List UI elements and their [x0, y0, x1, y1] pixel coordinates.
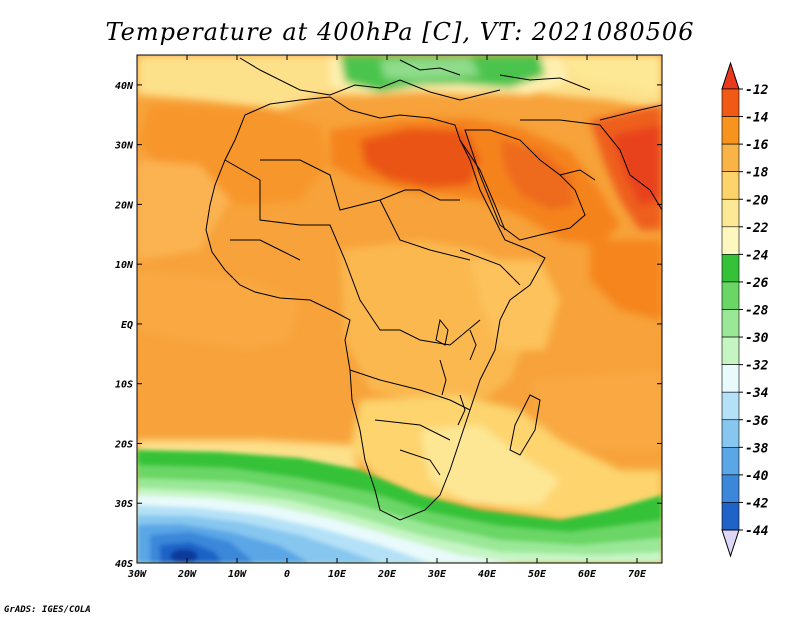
colorbar-label: -22 [745, 221, 769, 236]
colorbar-label: -40 [745, 469, 769, 484]
colorbar-swatch [721, 281, 740, 310]
coastlines [205, 57, 662, 521]
colorbar-label: -12 [745, 83, 769, 98]
y-tick-label: 40N [115, 81, 134, 92]
plot-frame [136, 54, 663, 564]
colorbar-swatch [721, 474, 740, 503]
y-tick-label: 10S [115, 380, 133, 391]
y-tick-label: 30N [114, 141, 134, 152]
y-tick-label: 20S [114, 439, 133, 450]
temperature-field-north [137, 55, 662, 110]
x-tick-label: 50E [528, 569, 547, 580]
y-tick-label: 10N [115, 260, 134, 271]
y-tick-label: EQ [121, 320, 133, 331]
colorbar-swatch [721, 171, 740, 200]
temperature-field-southern-africa [137, 395, 662, 520]
colorbar-swatch [721, 116, 740, 145]
plot-area [137, 55, 662, 563]
colorbar-swatch [721, 254, 740, 283]
colorbar-label: -20 [745, 193, 769, 208]
colorbar-under-triangle [721, 529, 740, 558]
colorbar-over-triangle [721, 61, 740, 90]
x-tick-label: 60E [578, 569, 597, 580]
x-tick-label: 40E [478, 569, 497, 580]
colorbar-label: -28 [745, 304, 769, 319]
colorbar-swatch [721, 226, 740, 255]
colorbar-label: -18 [745, 166, 769, 181]
colorbar-swatch [721, 502, 740, 531]
colorbar-label: -14 [745, 111, 769, 126]
colorbar-swatch [721, 143, 740, 172]
x-tick-label: 20W [177, 569, 197, 580]
temperature-field-warm-core [330, 105, 662, 320]
temperature-field-cold-low [137, 495, 520, 563]
colorbar-label: -42 [745, 496, 769, 511]
colorbar-swatch [721, 88, 740, 117]
colorbar-label: -36 [745, 414, 769, 429]
x-tick-label: 10W [228, 569, 247, 580]
temperature-field-central-africa [340, 240, 662, 450]
y-axis: 40N 30N 20N 10N EQ 10S 20S 30S 40S [114, 81, 662, 570]
footer-credit: GrADS: IGES/COLA [4, 605, 91, 615]
x-tick-label: 30W [127, 569, 147, 580]
y-tick-label: 20N [114, 200, 134, 211]
colorbar-label: -16 [745, 138, 769, 153]
colorbar: -12 -14 -16 -18 -20 -22 -24 -26 -28 -30 -32 -34 -36 -… [721, 61, 769, 558]
colorbar-swatch [721, 336, 740, 365]
colorbar-swatch [721, 309, 740, 338]
colorbar-label: -44 [745, 524, 769, 539]
colorbar-label: -24 [745, 248, 769, 263]
colorbar-label: -30 [745, 331, 769, 346]
x-tick-label: 0 [284, 569, 290, 580]
x-tick-label: 20E [377, 569, 397, 580]
x-tick-label: 10E [328, 569, 347, 580]
colorbar-swatch [721, 419, 740, 448]
colorbar-label: -34 [745, 386, 769, 401]
colorbar-label: -32 [745, 359, 769, 374]
colorbar-label: -38 [745, 441, 769, 456]
x-tick-label: 30E [427, 569, 447, 580]
y-tick-label: 30S [114, 499, 133, 510]
colorbar-label: -26 [745, 276, 769, 291]
x-tick-label: 70E [628, 569, 647, 580]
y-tick-label: 40S [115, 559, 133, 570]
colorbar-swatch [721, 198, 740, 228]
x-axis: 30W 20W 10W 0 10E 20E 30E 40E 50E 60E 70E [127, 55, 647, 580]
colorbar-swatch [721, 447, 740, 476]
temperature-field-west-africa [137, 105, 330, 350]
chart-title: Temperature at 400hPa [C], VT: 202108050… [106, 18, 695, 46]
colorbar-swatch [721, 391, 740, 421]
colorbar-swatch [721, 364, 740, 393]
